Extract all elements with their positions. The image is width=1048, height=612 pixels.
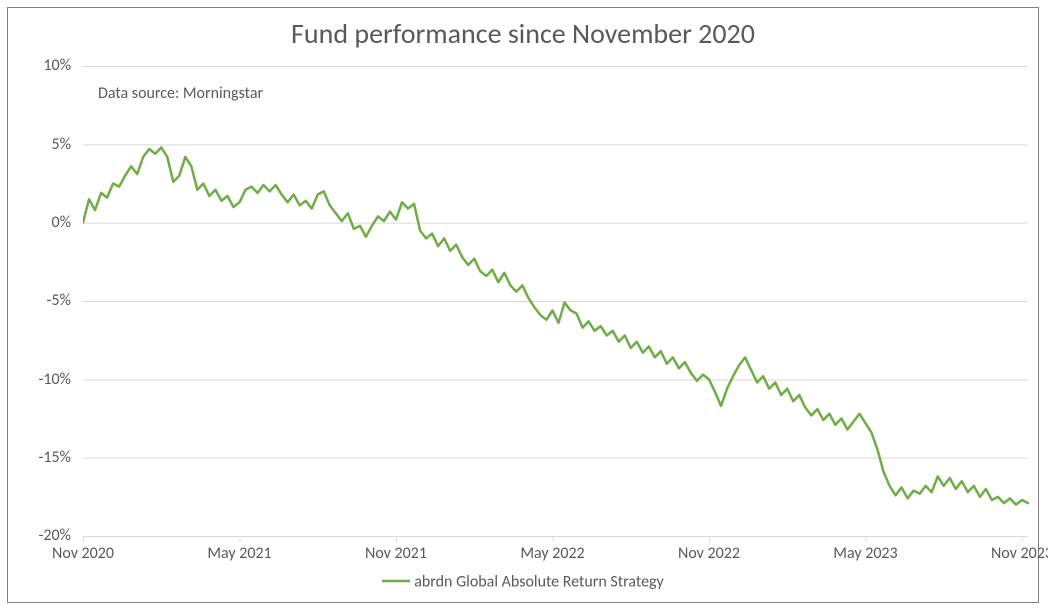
y-tick-label: -15% (8, 448, 71, 467)
y-tick-label: -10% (8, 370, 71, 389)
x-tick-label: May 2022 (492, 544, 612, 563)
x-tick-label: Nov 2023 (962, 544, 1048, 563)
legend-label: abrdn Global Absolute Return Strategy (414, 573, 664, 592)
x-tick-label: May 2021 (179, 544, 299, 563)
y-tick-label: -5% (8, 291, 71, 310)
chart-title: Fund performance since November 2020 (8, 16, 1038, 51)
x-tick-label: Nov 2021 (336, 544, 456, 563)
chart-container: Fund performance since November 2020 Dat… (7, 7, 1039, 603)
y-tick-label: -20% (8, 526, 71, 545)
legend: abrdn Global Absolute Return Strategy (8, 572, 1038, 592)
y-tick-label: 10% (8, 56, 71, 75)
plot-area (83, 66, 1030, 548)
y-tick-label: 0% (8, 213, 71, 232)
x-tick-label: May 2023 (805, 544, 925, 563)
y-tick-label: 5% (8, 135, 71, 154)
x-tick-label: Nov 2022 (649, 544, 769, 563)
x-tick-label: Nov 2020 (23, 544, 143, 563)
legend-swatch (382, 573, 410, 592)
